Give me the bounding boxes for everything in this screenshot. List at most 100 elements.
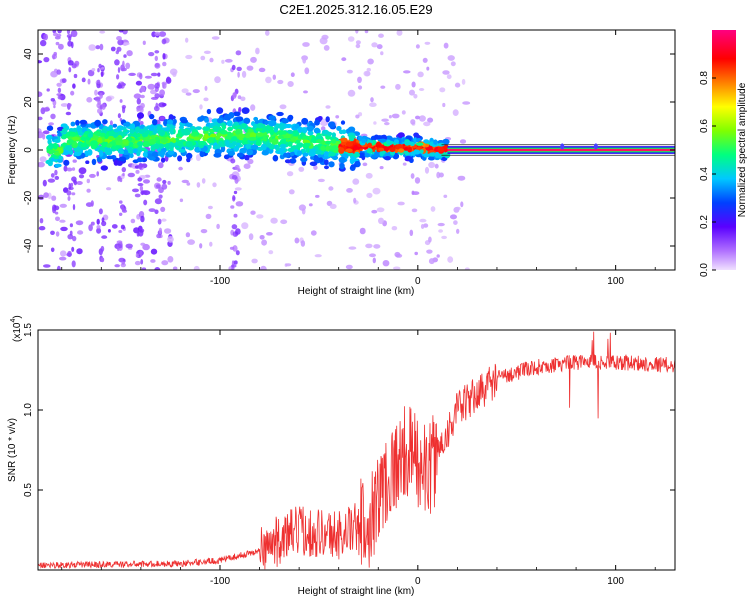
spectrogram-ridge-cell (249, 132, 257, 139)
spectrogram-ridge-cell (271, 138, 279, 145)
spectrogram-ridge-cell (240, 147, 247, 154)
spectrogram-ridge-cell (287, 130, 294, 135)
spectrogram-ridge-cell (178, 125, 184, 130)
spectrogram-ridge-cell (130, 123, 136, 130)
spectrogram-ridge-cell (256, 132, 265, 137)
spectrogram-noise-cell (373, 244, 381, 249)
spectrogram-ridge-cell (123, 128, 128, 133)
spectrogram-streak-cell (141, 267, 147, 270)
spectrogram-noise-cell (86, 178, 91, 184)
spectrogram-ridge-cell (278, 147, 286, 152)
spectrogram-ridge-cell (297, 126, 303, 133)
spectrogram-noise-cell (59, 256, 67, 261)
spectrogram-streak-cell (119, 200, 123, 204)
spectrogram-noise-cell (265, 76, 272, 84)
spectrogram-ridge-cell (46, 134, 53, 140)
spectrogram-noise-cell (346, 188, 353, 193)
spectrogram-ridge-cell (300, 156, 308, 163)
spectrogram-noise-cell (99, 30, 106, 34)
spectrogram-noise-cell (243, 163, 251, 169)
spectrogram-band-blip (560, 143, 565, 150)
x-tick-label: -100 (210, 576, 230, 587)
spectrogram-ridge-cell (53, 138, 61, 143)
spectrogram-noise-cell (302, 57, 307, 64)
spectrogram-streak-cell (231, 64, 236, 71)
spectrogram-noise-cell (369, 253, 376, 258)
x-tick-label: -100 (210, 276, 230, 287)
spectrogram-noise-cell (125, 243, 133, 249)
spectrogram-noise-cell (251, 258, 258, 264)
y-tick-label: 0 (23, 147, 34, 153)
spectrogram-ridge-cell (320, 145, 326, 151)
spectrogram-ridge-cell (195, 126, 202, 130)
spectrogram-ridge-cell (364, 153, 371, 158)
spectrogram-noise-cell (87, 78, 91, 85)
spectrogram-noise-cell (224, 58, 233, 63)
spectrogram-ridge-cell (416, 142, 424, 146)
spectrogram-noise-cell (199, 243, 203, 249)
spectrogram-streak-cell (67, 60, 74, 66)
spectrogram-ridge-cell (256, 122, 265, 129)
spectrogram-streak-cell (118, 230, 123, 233)
spectrogram-noise-cell (272, 74, 276, 80)
spectrogram-ridge-cell (273, 126, 279, 133)
spectrogram-ridge-cell (301, 117, 309, 125)
spectrogram-streak-cell (69, 230, 73, 236)
spectrogram-noise-cell (394, 251, 401, 258)
spectrogram-streak-cell (140, 242, 146, 246)
spectrogram-noise-cell (376, 207, 385, 213)
spectrogram-noise-cell (250, 210, 256, 215)
spectrogram-ridge-cell (57, 133, 63, 137)
spectrogram-noise-cell (372, 187, 381, 195)
spectrogram-ridge-cell (48, 143, 54, 150)
spectrogram-streak-cell (233, 260, 238, 265)
spectrogram-ridge-cell (290, 137, 296, 142)
spectrogram-streak-cell (154, 62, 161, 69)
spectrogram-noise-cell (50, 70, 58, 78)
spectrogram-ridge-cell (394, 139, 399, 144)
spectrogram-noise-cell (38, 91, 43, 97)
spectrogram-noise-cell (133, 93, 142, 99)
spectrogram-streak-cell (95, 45, 101, 50)
spectrogram-noise-cell (169, 68, 178, 76)
spectrogram-ridge-cell (154, 136, 160, 141)
spectrogram-streak-cell (101, 220, 107, 227)
spectrogram-ridge-cell (250, 144, 259, 150)
spectrogram-noise-cell (207, 205, 213, 210)
spectrogram-noise-cell (90, 221, 95, 226)
spectrogram-noise-cell (447, 256, 454, 263)
spectrogram-noise-cell (144, 75, 152, 79)
spectrogram-streak-cell (135, 169, 140, 174)
spectrogram-noise-cell (452, 109, 459, 116)
spectrogram-ridge-cell (212, 125, 219, 132)
spectrogram-streak-cell (155, 102, 159, 109)
spectrogram-ridge-cell (233, 121, 240, 126)
spectrogram-ridge-cell (284, 159, 291, 164)
spectrogram-ridge-cell (419, 149, 424, 154)
spectrogram-noise-cell (161, 260, 169, 266)
spectrogram-ridge-cell (328, 152, 336, 157)
spectrogram-streak-cell (235, 228, 241, 235)
spectrogram-noise-cell (158, 31, 167, 37)
spectrogram-streak-cell (136, 107, 140, 112)
spectrogram-ridge-cell (350, 155, 356, 162)
spectrogram-ridge-cell (340, 137, 348, 142)
spectrogram-noise-cell (121, 67, 127, 72)
spectrogram-noise-cell (76, 248, 83, 255)
spectrogram-noise-cell (347, 89, 356, 97)
spectrogram-noise-cell (454, 206, 461, 211)
spectrogram-ridge-cell (206, 108, 212, 115)
spectrogram-ridge-cell (227, 150, 236, 156)
spectrogram-noise-cell (203, 97, 209, 102)
spectrogram-noise-cell (39, 156, 47, 163)
spectrogram-noise-cell (114, 59, 120, 66)
spectrogram-noise-cell (200, 55, 206, 61)
spectrogram-noise-cell (403, 70, 411, 74)
spectrogram-ridge-cell (178, 149, 186, 153)
spectrogram-noise-cell (436, 171, 441, 179)
spectrogram-ridge-cell (149, 138, 156, 145)
spectrogram-noise-cell (42, 130, 50, 135)
spectrogram-noise-cell (366, 192, 373, 199)
spectrogram-ridge-cell (260, 143, 267, 151)
spectrogram-noise-cell (259, 235, 265, 240)
